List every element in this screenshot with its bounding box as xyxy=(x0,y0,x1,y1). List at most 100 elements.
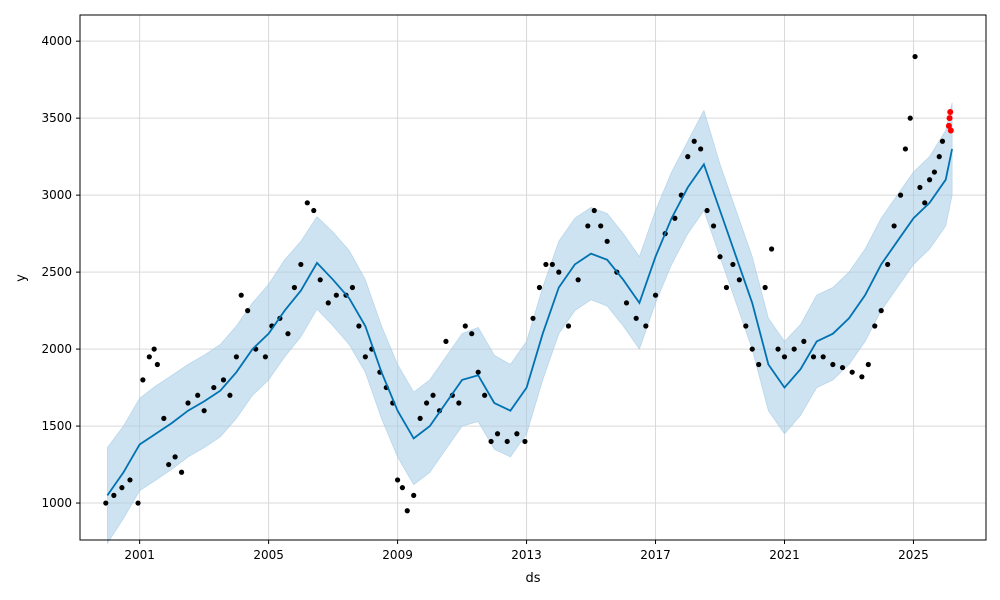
observed-point xyxy=(936,154,942,160)
future-point xyxy=(945,122,952,129)
observed-point xyxy=(333,292,339,298)
observed-point xyxy=(424,400,430,406)
observed-point xyxy=(912,53,918,60)
observed-point xyxy=(262,354,268,360)
observed-point xyxy=(404,508,410,514)
observed-point xyxy=(172,454,178,460)
observed-point xyxy=(349,284,356,291)
observed-point xyxy=(119,485,125,491)
observed-point xyxy=(698,146,704,152)
future-points xyxy=(945,108,954,134)
observed-point xyxy=(514,431,520,437)
observed-point xyxy=(285,331,291,337)
observed-point xyxy=(549,261,555,268)
observed-point xyxy=(504,438,510,445)
observed-point xyxy=(201,408,207,414)
observed-point xyxy=(704,207,710,214)
observed-point xyxy=(907,115,913,121)
x-axis-ticks: 2001 2005 2009 2013 2017 2021 2025 xyxy=(124,540,929,562)
future-point xyxy=(947,108,954,115)
observed-point xyxy=(146,354,152,360)
observed-point xyxy=(885,261,891,268)
observed-point xyxy=(411,492,417,498)
y-tick-label: 1000 xyxy=(41,496,72,510)
observed-point xyxy=(530,315,536,321)
observed-point xyxy=(865,361,871,368)
observed-point xyxy=(623,300,630,306)
observed-point xyxy=(736,277,742,283)
observed-point xyxy=(801,338,807,344)
observed-point xyxy=(691,138,697,144)
observed-point xyxy=(585,223,591,229)
observed-point xyxy=(859,374,865,380)
observed-point xyxy=(111,492,117,498)
observed-point xyxy=(917,184,923,191)
observed-point xyxy=(743,323,749,329)
observed-point xyxy=(652,292,659,298)
observed-point xyxy=(543,261,549,268)
observed-point xyxy=(775,346,781,352)
y-tick-label: 2000 xyxy=(41,342,72,356)
observed-point xyxy=(211,384,217,391)
observed-point xyxy=(536,284,543,291)
observed-point xyxy=(178,469,185,475)
observed-point xyxy=(598,223,604,229)
observed-point xyxy=(891,223,897,229)
observed-point xyxy=(304,200,310,206)
observed-point xyxy=(311,207,317,214)
observed-point xyxy=(220,377,227,383)
x-tick-label: 2005 xyxy=(253,548,284,562)
observed-point xyxy=(926,177,933,183)
observed-point xyxy=(902,146,908,152)
observed-point xyxy=(317,277,323,283)
observed-point xyxy=(643,323,649,329)
observed-point xyxy=(791,346,797,352)
observed-point xyxy=(291,284,298,291)
observed-point xyxy=(238,292,244,298)
observed-point xyxy=(604,238,610,244)
observed-point xyxy=(151,346,157,352)
observed-point xyxy=(227,392,233,398)
observed-point xyxy=(166,461,172,468)
observed-point xyxy=(154,361,160,368)
observed-point xyxy=(482,392,488,398)
observed-point xyxy=(897,192,904,198)
observed-point xyxy=(781,354,788,360)
observed-point xyxy=(356,323,362,329)
observed-point xyxy=(430,392,436,398)
x-tick-label: 2001 xyxy=(124,548,155,562)
x-tick-label: 2017 xyxy=(640,548,671,562)
observed-point xyxy=(749,346,755,352)
observed-point xyxy=(849,369,855,375)
y-axis-ticks: 1000 1500 2000 2500 3000 3500 4000 xyxy=(41,34,80,510)
observed-point xyxy=(723,284,730,291)
observed-point xyxy=(922,200,928,206)
y-tick-label: 1500 xyxy=(41,419,72,433)
observed-point xyxy=(717,254,723,260)
observed-point xyxy=(710,223,717,229)
observed-point xyxy=(565,323,572,329)
observed-point xyxy=(762,284,768,291)
observed-point xyxy=(195,392,201,398)
observed-point xyxy=(140,377,146,383)
observed-point xyxy=(456,400,462,406)
observed-point xyxy=(522,438,528,445)
observed-point xyxy=(820,354,826,360)
observed-point xyxy=(394,477,401,483)
plot-frame xyxy=(79,14,987,541)
observed-point xyxy=(756,361,762,368)
observed-point xyxy=(633,315,639,321)
observed-point xyxy=(872,323,878,329)
forecast-line xyxy=(106,148,953,496)
y-tick-label: 3000 xyxy=(41,188,72,202)
observed-point xyxy=(830,361,836,368)
future-point xyxy=(947,127,954,134)
y-tick-label: 3500 xyxy=(41,111,72,125)
x-axis-label: ds xyxy=(525,571,540,586)
observed-point xyxy=(185,400,191,406)
observed-point xyxy=(878,308,884,314)
observed-point xyxy=(245,308,251,314)
observed-point xyxy=(325,300,331,306)
observed-point xyxy=(730,261,736,268)
